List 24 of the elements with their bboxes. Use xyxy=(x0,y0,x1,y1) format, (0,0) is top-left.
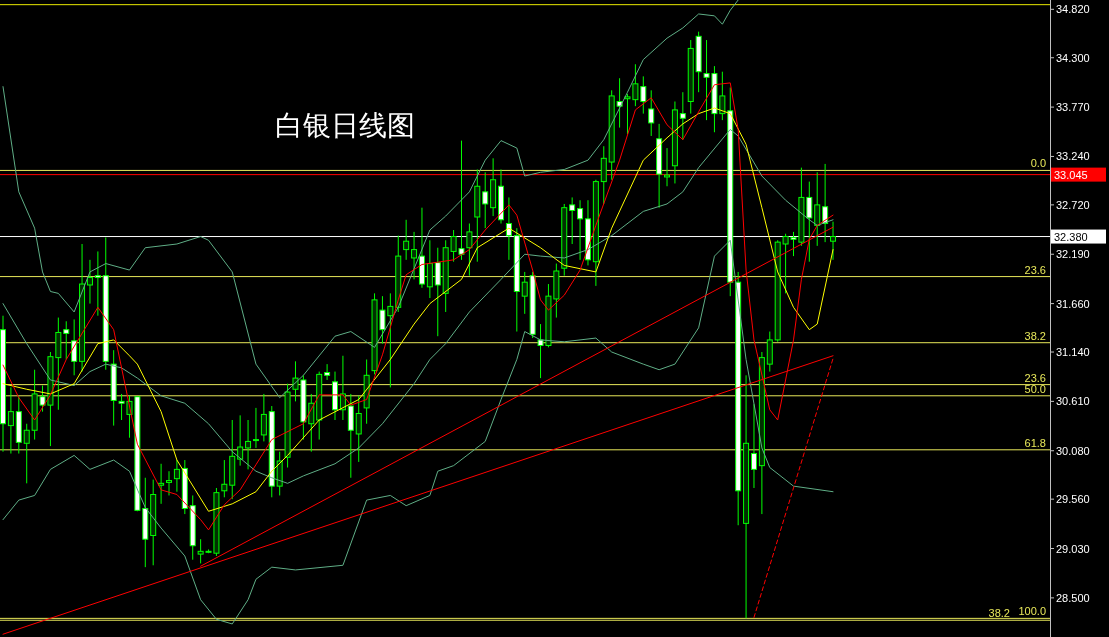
y-tick-label: 29.560 xyxy=(1056,493,1090,506)
y-tick-label: 31.140 xyxy=(1056,346,1090,359)
annotation: 38.2 xyxy=(1024,329,1046,342)
y-tick-label: 30.610 xyxy=(1056,395,1090,408)
y-tick-label: 34.820 xyxy=(1056,3,1090,16)
y-tick-label: 33.240 xyxy=(1056,150,1090,163)
y-tick-label: 31.660 xyxy=(1056,297,1090,310)
y-tick-label: 29.030 xyxy=(1056,542,1090,555)
y-tick-label: 34.300 xyxy=(1056,51,1090,64)
y-tick-label: 30.080 xyxy=(1056,444,1090,457)
annotation: 23.6 xyxy=(1024,263,1046,276)
annotation: 38.2 xyxy=(988,607,1010,620)
ref-line-label: 32.380 xyxy=(1054,230,1088,243)
annotation: 23.6 xyxy=(1024,371,1046,384)
y-tick-label: 32.190 xyxy=(1056,248,1090,261)
ref-line-label: 33.045 xyxy=(1054,168,1088,181)
annotation: 61.8 xyxy=(1024,436,1046,449)
y-tick-label: 33.770 xyxy=(1056,101,1090,114)
y-tick-label: 32.720 xyxy=(1056,198,1090,211)
annotation: 100.0 xyxy=(1018,605,1046,618)
annotation: 50.0 xyxy=(1024,382,1046,395)
text: 白银日线图 xyxy=(275,110,415,141)
annotation: 0.0 xyxy=(1030,157,1046,170)
y-tick-label: 28.500 xyxy=(1056,591,1090,604)
